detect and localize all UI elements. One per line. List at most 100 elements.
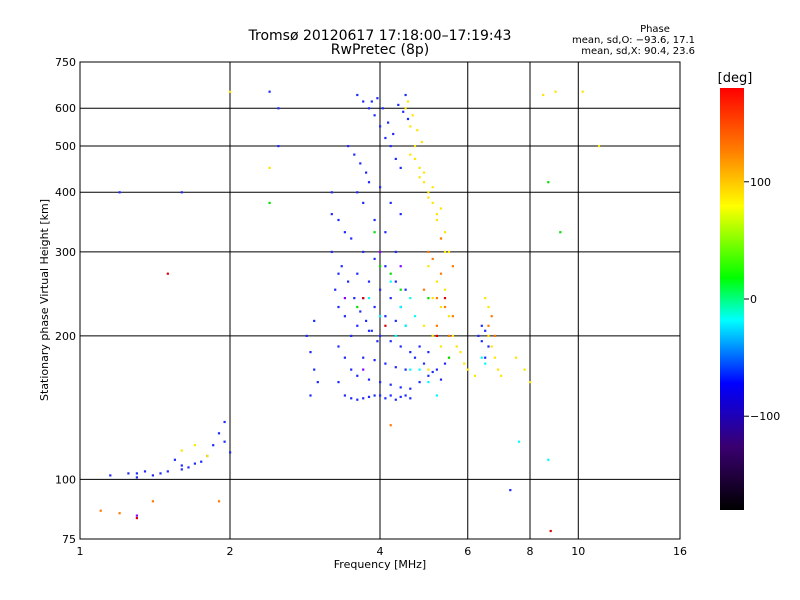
data-point (373, 114, 376, 117)
data-point (480, 356, 483, 359)
data-point (356, 374, 359, 377)
colorbar-tick-label: 100 (750, 176, 771, 189)
x-tick-label: 16 (673, 545, 687, 558)
y-tick-label: 750 (55, 56, 76, 69)
data-point (529, 381, 532, 384)
data-point (109, 474, 112, 477)
data-point (443, 231, 447, 234)
data-point (376, 97, 379, 100)
data-point (356, 191, 359, 194)
data-point (356, 93, 359, 97)
data-point (427, 250, 430, 253)
data-point (439, 272, 443, 275)
data-point (455, 345, 458, 348)
data-point (554, 90, 557, 93)
colorbar-tick-label: 0 (750, 293, 757, 306)
data-point (379, 288, 382, 291)
data-point (135, 476, 138, 479)
data-point (384, 397, 387, 400)
data-point (427, 297, 430, 300)
data-point (309, 394, 312, 397)
data-point (484, 297, 487, 300)
data-point (394, 398, 397, 401)
data-point (379, 125, 382, 128)
data-point (484, 362, 487, 365)
colorbar-label: [deg] (718, 71, 753, 86)
chart-title: Tromsø 20120617 17:18:00–17:19:43 (248, 28, 512, 44)
data-point (484, 329, 487, 332)
data-point (217, 432, 221, 435)
x-tick-label: 8 (527, 545, 534, 558)
data-point (422, 181, 426, 184)
data-point (362, 201, 365, 204)
y-tick-label: 600 (55, 102, 76, 115)
data-point (347, 145, 350, 148)
data-point (373, 218, 376, 222)
data-point (365, 319, 368, 322)
data-point (431, 370, 434, 374)
data-point (343, 231, 346, 234)
data-point (451, 265, 454, 268)
data-point (409, 125, 412, 128)
data-point (337, 345, 340, 348)
data-point (497, 368, 500, 371)
data-point (493, 334, 496, 337)
data-point (399, 345, 402, 348)
data-point (373, 231, 376, 234)
data-point (365, 171, 368, 174)
data-point (229, 90, 232, 93)
data-point (347, 280, 350, 283)
data-point (484, 356, 487, 359)
data-point (362, 397, 365, 400)
data-point (353, 153, 356, 156)
data-point (443, 362, 447, 365)
data-point (435, 394, 438, 397)
data-point (359, 162, 362, 165)
data-point (422, 324, 426, 327)
data-point (193, 444, 196, 447)
x-axis: 1 2 4 6 8 10 16 (77, 545, 688, 558)
data-point (367, 181, 371, 184)
data-point (384, 362, 387, 365)
data-point (389, 340, 392, 343)
data-point (330, 250, 333, 253)
data-point (99, 509, 102, 512)
data-point (443, 305, 447, 309)
data-point (559, 231, 562, 234)
data-point (443, 297, 447, 300)
data-point (277, 145, 280, 148)
data-point (413, 145, 417, 148)
data-point (431, 334, 434, 337)
data-point (447, 250, 451, 253)
data-point (135, 517, 138, 520)
data-point (447, 334, 451, 337)
data-point (268, 201, 271, 204)
data-point (305, 334, 308, 337)
data-point (439, 207, 443, 210)
data-point (404, 93, 407, 97)
data-point (379, 186, 382, 189)
data-point (435, 334, 438, 337)
data-point (409, 351, 412, 354)
data-point (313, 368, 316, 371)
y-tick-label: 100 (55, 473, 76, 486)
data-point (439, 305, 443, 309)
data-point (399, 265, 402, 268)
data-point (439, 345, 443, 348)
data-point (394, 157, 397, 160)
data-point (480, 340, 483, 343)
data-point (381, 107, 384, 110)
data-point (404, 394, 407, 397)
data-point (343, 315, 346, 318)
data-point (379, 334, 382, 337)
data-point (427, 191, 430, 194)
data-point (418, 166, 421, 169)
data-point (427, 368, 430, 371)
data-point (340, 265, 343, 268)
data-point (370, 329, 373, 332)
data-point (418, 381, 421, 384)
data-point (397, 103, 400, 106)
data-point (431, 186, 434, 189)
colorbar (720, 88, 744, 510)
